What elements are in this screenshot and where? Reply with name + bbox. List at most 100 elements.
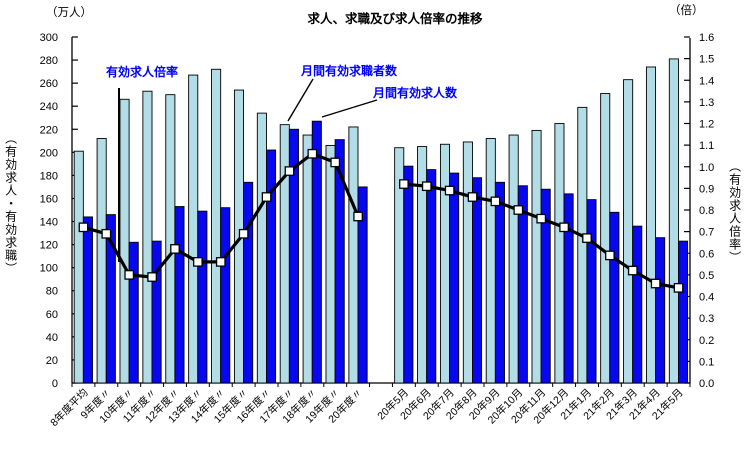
ratio-marker — [444, 185, 455, 196]
bar-jobopenings — [243, 181, 254, 384]
right-axis-tick-label: 0.7 — [699, 227, 714, 239]
bar-jobopenings — [105, 214, 116, 384]
ratio-marker — [124, 270, 135, 280]
bar-jobopenings — [517, 185, 528, 384]
bar-jobopenings — [197, 210, 208, 384]
bar-jobopenings — [449, 172, 460, 384]
ratio-marker — [261, 192, 272, 202]
left-axis-tick-label: 280 — [40, 55, 58, 67]
bar-jobopenings — [334, 139, 345, 384]
bar-jobseekers — [165, 94, 176, 384]
right-axis-tick-label: 0.6 — [699, 248, 714, 260]
bar-jobopenings — [357, 186, 368, 384]
annotation-jobopenings-callout-line — [321, 99, 378, 118]
bar-jobseekers — [188, 74, 199, 384]
left-axis-tick-label: 200 — [40, 147, 58, 159]
right-axis-tick-label: 1.6 — [699, 32, 714, 44]
left-axis-tick-label: 80 — [46, 286, 58, 298]
bar-jobseekers — [600, 93, 611, 384]
bar-jobopenings — [82, 216, 93, 384]
right-axis-tick-label: 0.1 — [699, 356, 714, 368]
bar-jobopenings — [311, 120, 322, 384]
x-axis-ticks — [71, 383, 691, 387]
ratio-marker — [650, 278, 661, 289]
bar-jobopenings — [586, 199, 597, 384]
bar-jobopenings — [220, 207, 231, 384]
annotation-jobseekers-label: 月間有効求職者数 — [300, 63, 398, 78]
right-axis-tick-label: 1.5 — [699, 54, 714, 66]
left-axis-tick-label: 260 — [40, 78, 58, 90]
bar-jobopenings — [151, 240, 162, 384]
bar-jobseekers — [142, 90, 153, 384]
bar-jobseekers — [211, 68, 222, 384]
bar-jobopenings — [540, 188, 551, 384]
ratio-marker — [284, 166, 295, 176]
right-axis-tick-label: 0.5 — [699, 270, 714, 282]
ratio-marker — [467, 192, 478, 202]
left-axis-tick-label: 20 — [46, 355, 58, 367]
right-axis-tick-label: 1.2 — [699, 119, 714, 131]
ratio-marker — [215, 257, 226, 267]
bar-jobopenings — [128, 241, 139, 384]
ratio-marker — [673, 282, 684, 293]
bar-jobseekers — [96, 138, 107, 384]
ratio-marker — [170, 244, 180, 254]
ratio-marker — [147, 272, 157, 282]
bar-jobseekers — [462, 141, 473, 384]
ratio-marker — [193, 257, 203, 267]
ratio-marker — [513, 205, 524, 215]
bar-jobseekers — [623, 79, 634, 384]
right-axis-title: （有効求人倍率） — [727, 160, 742, 264]
left-axis-tick-label: 180 — [40, 170, 58, 182]
left-axis-tick-label: 300 — [40, 32, 58, 44]
annotation-jobseekers-callout-line — [287, 78, 314, 122]
bar-jobopenings — [655, 237, 666, 384]
left-axis-tick-label: 120 — [40, 240, 58, 252]
bar-jobseekers — [73, 150, 84, 384]
bar-jobopenings — [609, 211, 620, 384]
bar-jobopenings — [174, 206, 185, 384]
ratio-marker — [330, 157, 341, 168]
bar-jobopenings — [472, 177, 483, 384]
bar-jobseekers — [119, 98, 130, 384]
bar-jobseekers — [256, 112, 267, 384]
ratio-marker — [238, 228, 249, 239]
right-axis-unit-label: （倍） — [669, 5, 704, 17]
left-axis-tick-label: 60 — [46, 309, 58, 321]
bar-jobseekers — [668, 58, 679, 384]
bar-jobopenings — [632, 225, 643, 384]
right-axis-tick-label: 0.0 — [699, 378, 714, 390]
bar-jobseekers — [485, 138, 496, 384]
left-axis-tick-label: 240 — [40, 101, 58, 113]
ratio-marker — [101, 228, 112, 239]
bar-jobseekers — [645, 66, 657, 384]
left-axis-tick-label: 40 — [46, 332, 58, 344]
bar-jobopenings — [403, 165, 414, 384]
right-axis-tick-label: 0.3 — [699, 313, 714, 325]
bar-jobopenings — [288, 128, 299, 384]
ratio-marker — [605, 250, 615, 261]
ratio-marker — [627, 265, 638, 276]
left-axis-ticks: 0 20 40 60 80 100 120 140 160 180 200 220 240 260 280 3… — [40, 32, 78, 390]
right-axis-tick-label: 1.4 — [699, 75, 714, 87]
left-axis-unit-label: （万人） — [46, 7, 92, 19]
bar-jobseekers — [348, 126, 359, 384]
x-axis-labels: 8年度平均9年度〃10年度〃11年度〃12年度〃13年度〃14年度〃15年度〃1… — [48, 386, 686, 429]
right-axis-tick-label: 1.0 — [699, 162, 714, 174]
annotation-jobopenings-label: 月間有効求人数 — [372, 85, 458, 100]
left-axis-tick-label: 0 — [52, 378, 58, 390]
bar-jobseekers — [531, 129, 542, 384]
bar-jobseekers — [279, 124, 290, 384]
ratio-marker — [559, 222, 569, 233]
bar-jobopenings — [678, 240, 689, 384]
right-axis-tick-label: 1.3 — [699, 97, 714, 109]
left-axis-title: （有効求人・有効求職） — [3, 132, 18, 275]
right-axis-ticks: 0.0 0.1 0.2 0.3 0.4 0.5 0.6 0.7 0.8 0.9 1.0 1.1 1.2 1… — [684, 32, 714, 390]
ratio-marker — [307, 148, 318, 159]
ratio-marker — [78, 222, 89, 233]
bar-jobseekers — [325, 144, 336, 384]
ratio-marker — [399, 179, 409, 189]
